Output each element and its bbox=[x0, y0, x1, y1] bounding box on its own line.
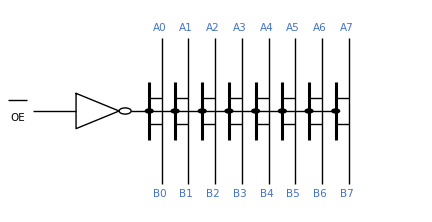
Circle shape bbox=[279, 109, 286, 113]
Text: A1: A1 bbox=[179, 23, 193, 33]
Circle shape bbox=[225, 109, 233, 113]
Circle shape bbox=[252, 109, 260, 113]
Circle shape bbox=[171, 109, 179, 113]
Text: A2: A2 bbox=[206, 23, 220, 33]
Text: OE: OE bbox=[10, 113, 25, 123]
Text: A4: A4 bbox=[260, 23, 273, 33]
Text: B7: B7 bbox=[340, 189, 353, 199]
Text: B1: B1 bbox=[179, 189, 193, 199]
Text: A0: A0 bbox=[153, 23, 167, 33]
Text: B6: B6 bbox=[313, 189, 327, 199]
Text: B4: B4 bbox=[260, 189, 273, 199]
Text: B3: B3 bbox=[233, 189, 247, 199]
Circle shape bbox=[198, 109, 206, 113]
Text: A3: A3 bbox=[233, 23, 247, 33]
Text: B2: B2 bbox=[206, 189, 220, 199]
Text: A6: A6 bbox=[313, 23, 327, 33]
Text: B0: B0 bbox=[153, 189, 167, 199]
Text: B5: B5 bbox=[286, 189, 300, 199]
Text: A7: A7 bbox=[340, 23, 353, 33]
Circle shape bbox=[332, 109, 340, 113]
Circle shape bbox=[146, 109, 153, 113]
Circle shape bbox=[305, 109, 313, 113]
Text: A5: A5 bbox=[286, 23, 300, 33]
